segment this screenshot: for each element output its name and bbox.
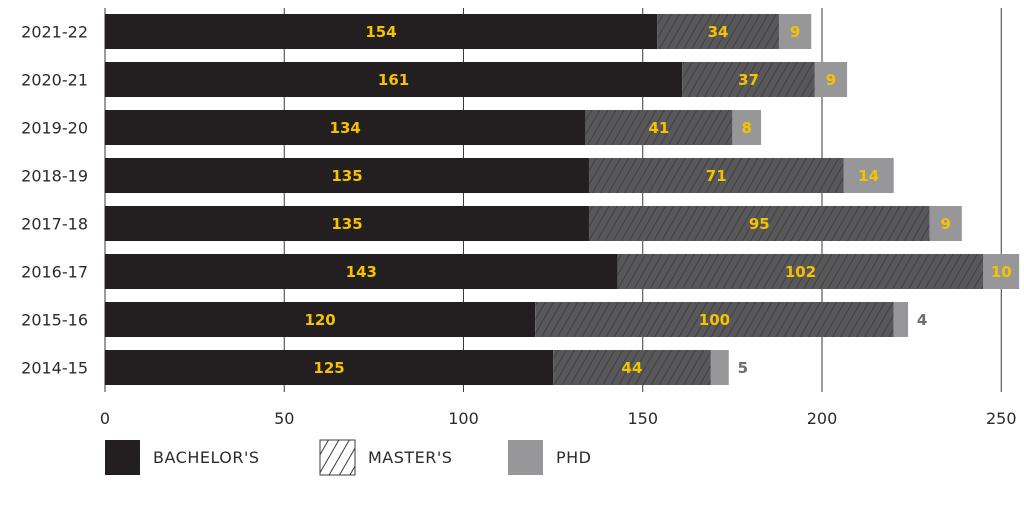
data-label: 9 <box>940 215 950 233</box>
bar-segment-bachelors <box>105 14 658 49</box>
bar-segment-bachelors <box>105 206 589 241</box>
bar-segment-bachelors <box>105 158 589 193</box>
data-label: 95 <box>749 215 770 233</box>
data-label: 143 <box>346 263 377 281</box>
y-category-label: 2019-20 <box>21 119 88 138</box>
x-tick-label: 0 <box>100 409 110 428</box>
data-label: 135 <box>331 215 362 233</box>
data-label: 5 <box>738 359 748 377</box>
x-tick-label: 150 <box>627 409 658 428</box>
legend-swatch-masters <box>319 439 356 476</box>
bar-segment-bachelors <box>105 254 618 289</box>
x-tick-label: 200 <box>807 409 838 428</box>
data-label: 120 <box>304 311 335 329</box>
data-label: 37 <box>738 71 759 89</box>
data-label: 34 <box>708 23 729 41</box>
bar-segment-bachelors <box>105 110 586 145</box>
bars-group: 154 34 9 161 37 9 134 41 8 135 71 14 135 95 9 143 102 10 1… <box>105 14 1020 385</box>
y-category-label: 2020-21 <box>21 71 88 90</box>
x-tick-label: 100 <box>448 409 479 428</box>
bar-segment-masters <box>682 62 815 97</box>
data-label: 154 <box>365 23 396 41</box>
data-label: 134 <box>330 119 361 137</box>
bar-segment-phd <box>778 14 812 49</box>
y-category-label: 2015-16 <box>21 311 88 330</box>
x-axis-ticks: 0 50 100 150 200 250 <box>100 409 1017 428</box>
bar-segment-bachelors <box>105 302 536 337</box>
bar-segment-phd <box>710 350 729 385</box>
y-axis-labels: 2021-22 2020-21 2019-20 2018-19 2017-18 2016-… <box>21 23 88 378</box>
x-tick-label: 250 <box>986 409 1017 428</box>
bar-segment-masters <box>588 206 930 241</box>
bar-segment-phd <box>983 254 1020 289</box>
bar-segment-phd <box>843 158 894 193</box>
y-category-label: 2021-22 <box>21 23 88 42</box>
data-label: 8 <box>741 119 751 137</box>
bar-segment-phd <box>814 62 848 97</box>
bar-segment-masters <box>553 350 711 385</box>
data-label: 125 <box>313 359 344 377</box>
data-label: 4 <box>917 311 927 329</box>
legend-label: BACHELOR'S <box>153 448 260 467</box>
y-category-label: 2018-19 <box>21 167 88 186</box>
bar-segment-phd <box>893 302 909 337</box>
data-label: 14 <box>858 167 879 185</box>
data-label: 10 <box>991 263 1012 281</box>
bar-segment-phd <box>732 110 762 145</box>
bar-segment-bachelors <box>105 62 683 97</box>
legend-label: MASTER'S <box>368 448 452 467</box>
data-label: 44 <box>622 359 643 377</box>
legend: BACHELOR'S MASTER'S PHD <box>105 439 592 476</box>
data-label: 71 <box>706 167 727 185</box>
bar-segment-masters <box>535 302 894 337</box>
bar-segment-masters <box>585 110 733 145</box>
data-label: 161 <box>378 71 409 89</box>
y-category-label: 2016-17 <box>21 263 88 282</box>
y-category-label: 2017-18 <box>21 215 88 234</box>
data-label: 41 <box>648 119 669 137</box>
data-label: 135 <box>331 167 362 185</box>
bar-segment-bachelors <box>105 350 554 385</box>
legend-swatch-bachelors <box>105 440 140 475</box>
bar-segment-masters <box>617 254 984 289</box>
legend-swatch-phd <box>508 440 543 475</box>
data-label: 9 <box>826 71 836 89</box>
x-tick-label: 50 <box>274 409 294 428</box>
bar-segment-masters <box>657 14 779 49</box>
y-category-label: 2014-15 <box>21 359 88 378</box>
data-label: 102 <box>785 263 816 281</box>
bar-segment-phd <box>929 206 962 241</box>
bar-segment-masters <box>588 158 844 193</box>
legend-label: PHD <box>556 448 592 467</box>
data-label: 9 <box>790 23 800 41</box>
data-label: 100 <box>699 311 730 329</box>
